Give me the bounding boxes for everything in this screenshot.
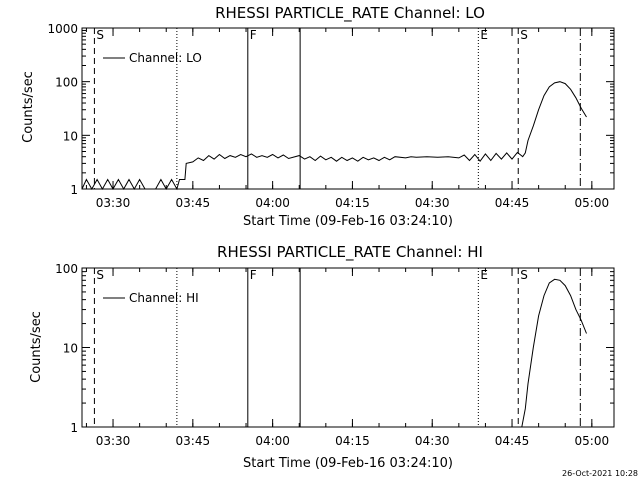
x-tick-label-hi: 04:30: [415, 434, 450, 448]
chart-title-lo: RHESSI PARTICLE_RATE Channel: LO: [215, 4, 485, 23]
legend-label-lo: Channel: LO: [129, 51, 202, 65]
x-tick-label-hi: 05:00: [575, 434, 610, 448]
x-tick-label-lo: 03:45: [176, 196, 211, 210]
chart-panel-hi: RHESSI PARTICLE_RATE Channel: HI Counts/…: [29, 243, 615, 471]
x-tick-label-lo: 03:30: [96, 196, 131, 210]
x-axis-label-lo: Start Time (09-Feb-16 03:24:10): [243, 214, 453, 229]
y-tick-label-lo: 100: [55, 76, 78, 90]
x-tick-label-lo: 04:30: [415, 196, 450, 210]
y-axis-label-lo: Counts/sec: [21, 71, 36, 143]
x-tick-label-hi: 03:45: [176, 434, 211, 448]
event-marker-label-hi-4: E: [480, 268, 488, 282]
event-marker-label-lo-4: E: [480, 28, 488, 42]
x-tick-label-hi: 03:30: [96, 434, 131, 448]
event-marker-label-hi-5: S: [520, 268, 528, 282]
x-tick-label-lo: 04:15: [335, 196, 370, 210]
chart-title-hi: RHESSI PARTICLE_RATE Channel: HI: [217, 243, 483, 262]
event-marker-label-hi-0: S: [96, 268, 104, 282]
event-marker-label-hi-2: F: [250, 268, 257, 282]
event-marker-label-lo-5: S: [520, 28, 528, 42]
y-axis-label-hi: Counts/sec: [29, 311, 44, 383]
x-axis-label-hi: Start Time (09-Feb-16 03:24:10): [243, 456, 453, 471]
y-tick-label-hi: 10: [63, 342, 78, 356]
y-tick-label-lo: 1000: [47, 22, 78, 36]
legend-lo: Channel: LO: [103, 51, 202, 65]
event-marker-label-lo-0: S: [96, 28, 104, 42]
footer-timestamp: 26-Oct-2021 10:28: [562, 469, 638, 478]
x-tick-label-lo: 05:00: [575, 196, 610, 210]
legend-label-hi: Channel: HI: [129, 291, 199, 305]
x-tick-label-hi: 04:15: [335, 434, 370, 448]
y-tick-label-lo: 1: [70, 183, 78, 197]
chart-panel-lo: RHESSI PARTICLE_RATE Channel: LO Counts/…: [21, 4, 615, 229]
y-tick-label-hi: 1: [70, 421, 78, 435]
x-tick-label-lo: 04:45: [495, 196, 530, 210]
legend-hi: Channel: HI: [103, 291, 199, 305]
x-tick-label-hi: 04:45: [495, 434, 530, 448]
x-tick-label-lo: 04:00: [255, 196, 290, 210]
event-marker-label-lo-2: F: [250, 28, 257, 42]
series-line-lo-0: [81, 81, 587, 191]
y-tick-label-hi: 100: [55, 262, 78, 276]
series-line-hi-0: [521, 278, 587, 428]
plot-frame-lo: [81, 27, 615, 190]
y-tick-label-lo: 10: [63, 129, 78, 143]
x-tick-label-hi: 04:00: [255, 434, 290, 448]
